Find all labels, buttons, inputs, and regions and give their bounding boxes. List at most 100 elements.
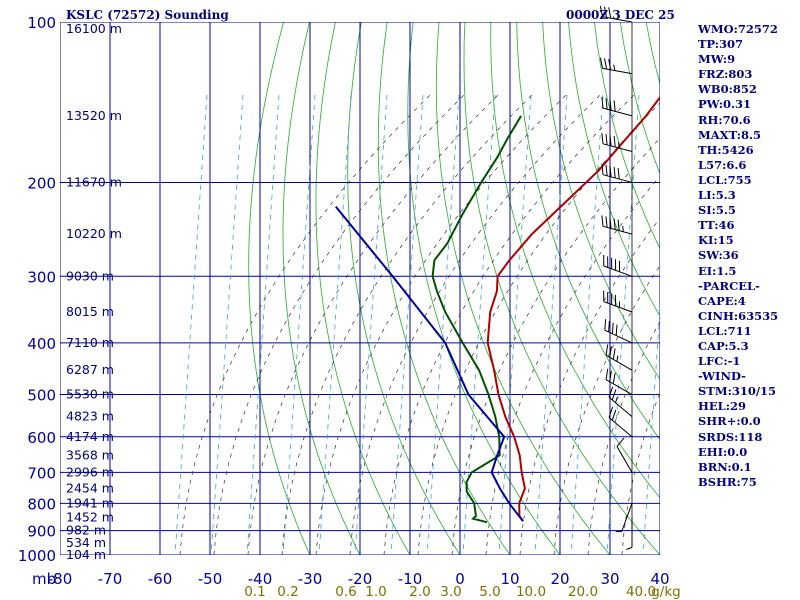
wind-barb-flag [611, 409, 617, 421]
index-item: LCL:711 [698, 323, 752, 338]
dry-adiabat-line [542, 22, 660, 381]
dry-adiabat-line [490, 22, 660, 499]
wind-barb-flag [604, 58, 608, 70]
mixing-ratio-line [426, 94, 460, 555]
grid-layer [60, 22, 800, 566]
wind-barb [604, 329, 633, 344]
height-label: 10220 m [66, 226, 122, 241]
indices-panel: WMO:72572 TP:307 MW:9 FRZ:803 WB0:852 PW:0.31… [698, 22, 778, 490]
mixing-ratio-label: g/kg [651, 584, 681, 600]
wind-barb [602, 174, 633, 183]
pressure-tick-label: 800 [27, 495, 56, 513]
temperature-tick-label: 30 [600, 570, 619, 588]
dry-adiabat-line [282, 22, 361, 555]
index-item: TT:46 [698, 218, 735, 233]
height-label: 3568 m [66, 447, 114, 462]
mixing-ratio-line [354, 94, 388, 555]
height-label: 9030 m [66, 268, 114, 283]
wind-barb-flag [609, 346, 612, 358]
mixing-ratio-label: 0.6 [335, 584, 356, 600]
temperature-tick-label: -60 [148, 570, 173, 588]
moist-adiabat-line [315, 94, 567, 555]
pressure-tick-label: 300 [27, 268, 56, 286]
index-item: KI:15 [698, 233, 734, 248]
mixing-ratio-line [498, 94, 532, 555]
mixing-ratio-line [534, 94, 568, 555]
mixing-ratio-line [606, 94, 640, 555]
wind-barb [602, 16, 633, 23]
mixing-ratio-line [282, 94, 316, 555]
dry-adiabat-line [315, 22, 411, 555]
series-layer [335, 95, 660, 524]
wind-barb-flag [605, 368, 609, 380]
mixing-ratio-label: 20.0 [568, 584, 598, 600]
mixing-ratio-line [390, 94, 424, 555]
index-item: WB0:852 [698, 82, 757, 97]
wind-barb [605, 379, 633, 395]
index-item: STM:310/15 [698, 384, 777, 399]
wind-barb [621, 503, 633, 532]
index-item: SHR+:0.0 [698, 414, 761, 429]
wind-barb-flag [617, 219, 620, 231]
temperature-tick-label: -10 [398, 570, 423, 588]
wind-barb-flag [615, 324, 618, 336]
wind-barb-flag [609, 134, 612, 146]
wind-barb-flag [599, 5, 603, 17]
wind-barb-flag [604, 319, 607, 331]
wind-barb-flag [608, 7, 612, 19]
height-label: 104 m [66, 547, 106, 562]
wind-barb-flag [611, 389, 617, 401]
temperature-tick-label: -50 [198, 570, 223, 588]
mixing-ratio-line [210, 94, 244, 555]
wind-barb-flag [608, 320, 610, 333]
wind-barb-flag [622, 225, 624, 232]
wind-barb-flag [604, 6, 608, 18]
temperature-tick-label: 40 [650, 570, 669, 588]
dry-adiabat-line [463, 22, 660, 555]
pressure-tick-label: 900 [27, 523, 56, 541]
dewpoint-line [431, 115, 522, 524]
index-item: EHI:0.0 [698, 444, 748, 459]
index-item: -PARCEL- [698, 278, 760, 293]
height-label: 6287 m [66, 362, 114, 377]
temperature-tick-label: 20 [550, 570, 569, 588]
index-item: BSHR:75 [698, 474, 757, 489]
height-label: 4823 m [66, 409, 114, 424]
wind-barb-flag [616, 355, 619, 362]
wind-barb [608, 396, 633, 417]
x-axis-unit-label: mb [32, 570, 56, 588]
index-item: LI:5.3 [698, 188, 736, 203]
wind-barb-flag [605, 216, 608, 228]
mixing-ratio-label: 1.0 [365, 584, 386, 600]
index-item: LCL:755 [698, 172, 752, 187]
index-item: TP:307 [698, 37, 744, 52]
height-label: 1452 m [66, 509, 114, 524]
wind-barb [603, 301, 633, 313]
index-item: MW:9 [698, 52, 736, 67]
wind-barb-flag [601, 97, 604, 109]
index-item: EI:1.5 [698, 263, 737, 278]
temperature-tick-label: 10 [500, 570, 519, 588]
mixing-ratio-label: 10.0 [516, 584, 546, 600]
wind-barb-flag [608, 59, 612, 70]
dry-adiabat-line [776, 22, 800, 566]
mixing-ratio-line [174, 94, 208, 555]
dry-adiabat-line [377, 22, 511, 555]
pressure-tick-label: 100 [27, 14, 56, 32]
index-item: SI:5.5 [698, 203, 736, 218]
wind-barb-flag [605, 164, 608, 176]
wind-barb-flag [613, 100, 616, 112]
wind-barb-flag [608, 386, 614, 398]
wind-barb [602, 67, 633, 75]
height-label: 4174 m [66, 429, 114, 444]
pressure-tick-label: 600 [27, 429, 56, 447]
index-item: SRDS:118 [698, 429, 763, 444]
parcel-line [335, 205, 524, 522]
wind-barb-flag [609, 370, 612, 382]
height-label: 11670 m [66, 174, 122, 189]
dry-adiabat-line [347, 22, 461, 555]
mixing-ratio-label: 40.0 [626, 584, 656, 600]
moist-adiabat-line [383, 94, 635, 555]
dry-adiabat-line [516, 22, 660, 441]
